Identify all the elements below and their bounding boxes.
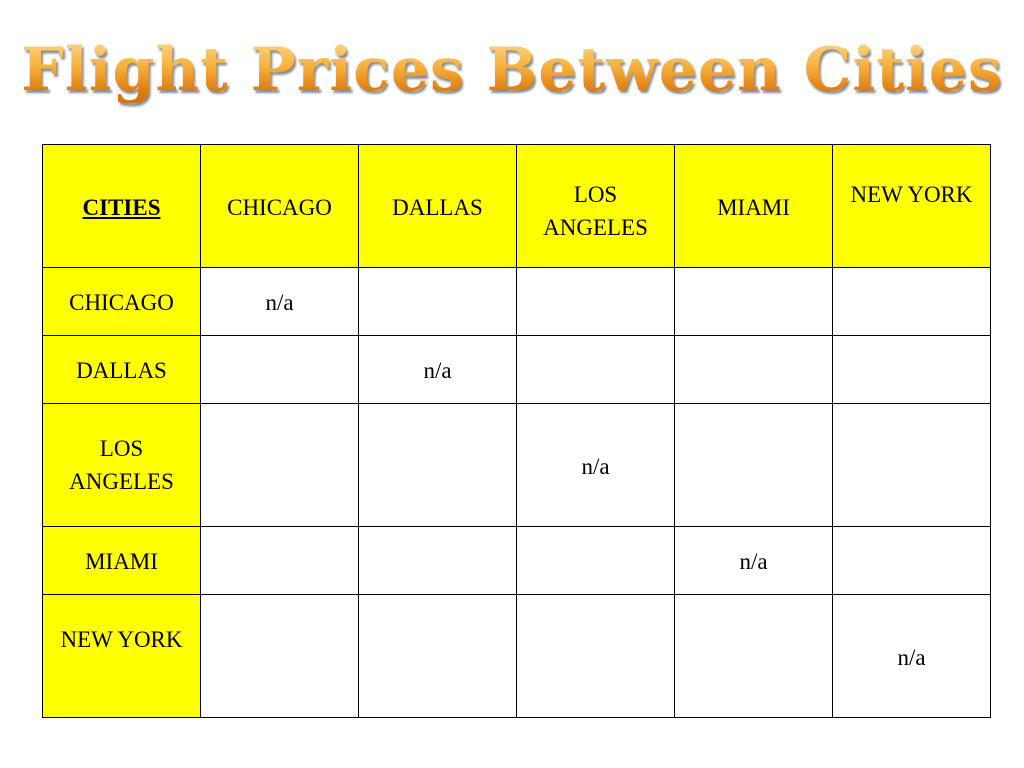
- table-cell: [832, 266, 991, 336]
- column-header-new-york: NEW YORK: [832, 144, 991, 268]
- table-cell: [674, 594, 833, 718]
- corner-header-cell: CITIES: [42, 144, 201, 268]
- row-header-chicago: CHICAGO: [42, 266, 201, 336]
- table-header-row: CITIES CHICAGO DALLAS LOS ANGELES MIAMI …: [42, 144, 991, 268]
- table-row: CHICAGO n/a: [42, 266, 991, 336]
- table-row: LOS ANGELES n/a: [42, 403, 991, 527]
- table-cell: [200, 334, 359, 405]
- table-cell: [358, 266, 517, 336]
- table-cell: [674, 334, 833, 405]
- row-header-los-angeles: LOS ANGELES: [42, 403, 201, 527]
- corner-label: CITIES: [82, 195, 161, 220]
- table-row: DALLAS n/a: [42, 334, 991, 405]
- table-cell: n/a: [832, 594, 991, 718]
- row-header-miami: MIAMI: [42, 525, 201, 596]
- table-cell: [516, 525, 675, 596]
- table-cell: n/a: [516, 403, 675, 527]
- table-cell: [200, 525, 359, 596]
- column-header-chicago: CHICAGO: [200, 144, 359, 268]
- table-cell: [516, 594, 675, 718]
- table-cell: [674, 266, 833, 336]
- table-cell: n/a: [358, 334, 517, 405]
- table-cell: [200, 403, 359, 527]
- table-cell: [832, 403, 991, 527]
- table-cell: n/a: [200, 266, 359, 336]
- table-row: MIAMI n/a: [42, 525, 991, 596]
- row-header-new-york: NEW YORK: [42, 594, 201, 718]
- table-cell: [358, 594, 517, 718]
- table-cell: [674, 403, 833, 527]
- column-header-dallas: DALLAS: [358, 144, 517, 268]
- table-cell: [200, 594, 359, 718]
- row-header-dallas: DALLAS: [42, 334, 201, 405]
- column-header-miami: MIAMI: [674, 144, 833, 268]
- table-cell: n/a: [674, 525, 833, 596]
- slide-title: Flight Prices Between Cities: [0, 28, 1024, 112]
- table-cell: [358, 403, 517, 527]
- column-header-los-angeles: LOS ANGELES: [516, 144, 675, 268]
- table-cell: [832, 334, 991, 405]
- table-cell: [516, 334, 675, 405]
- flight-price-table: CITIES CHICAGO DALLAS LOS ANGELES MIAMI …: [42, 144, 991, 718]
- table-row: NEW YORK n/a: [42, 594, 991, 718]
- table-cell: [516, 266, 675, 336]
- table-cell: [358, 525, 517, 596]
- table-cell: [832, 525, 991, 596]
